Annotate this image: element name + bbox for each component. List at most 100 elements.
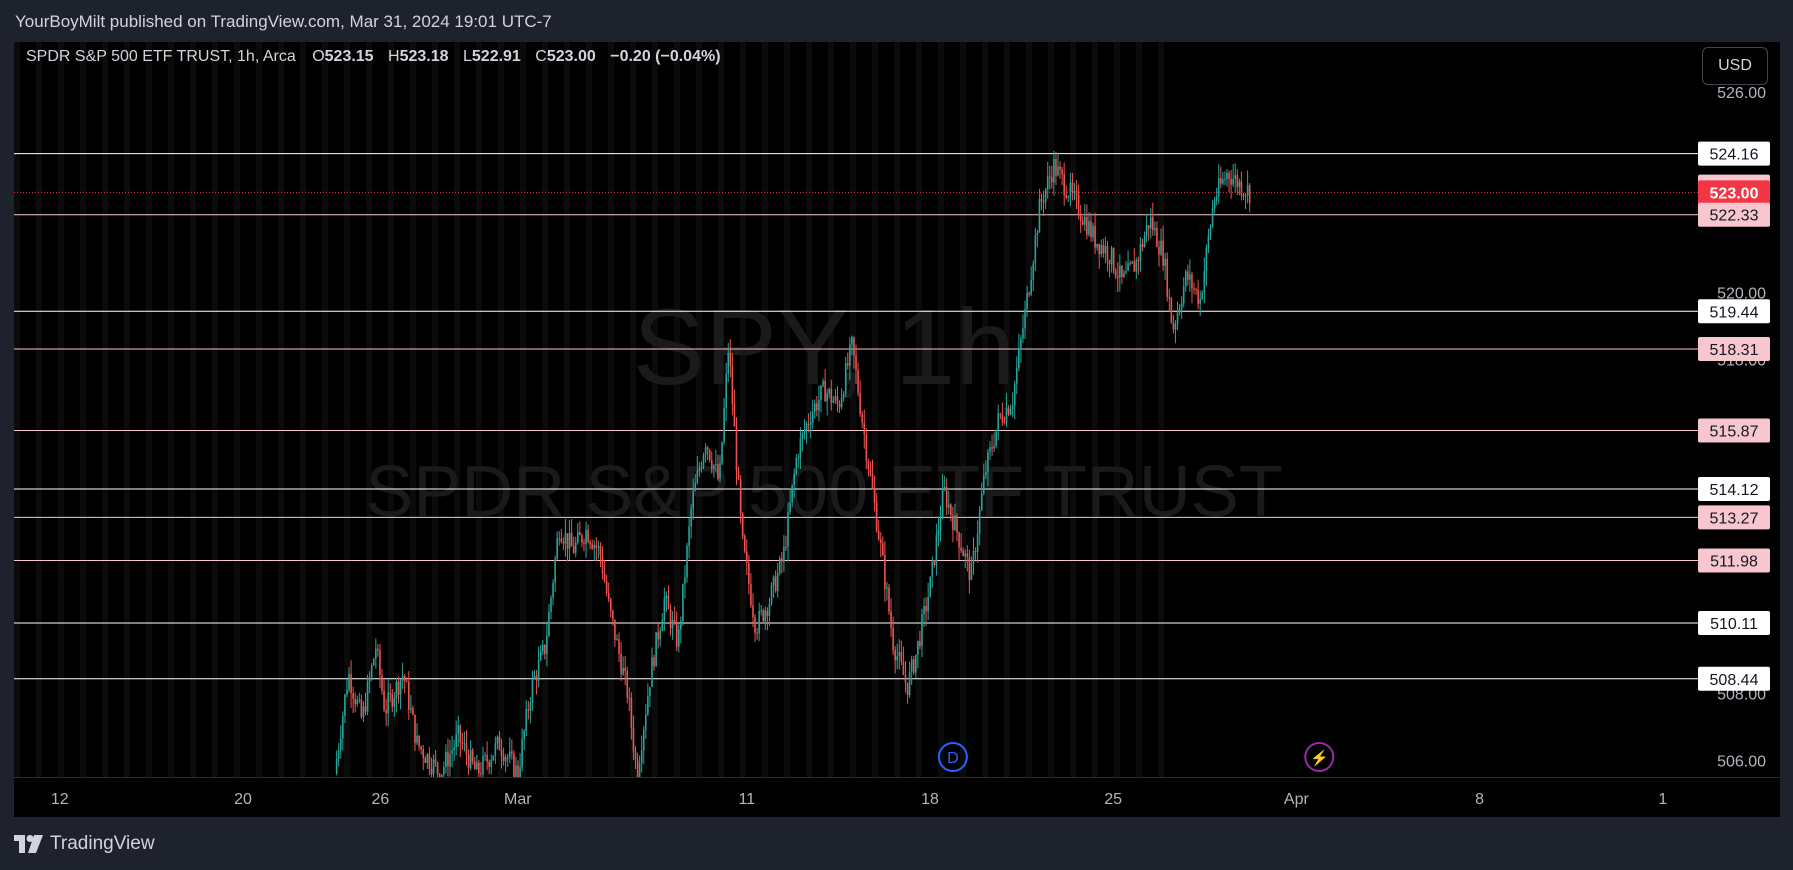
candle-body (743, 536, 746, 552)
candle-body (1055, 158, 1057, 176)
currency-button[interactable]: USD (1702, 47, 1768, 85)
candle-body (1178, 309, 1181, 313)
session-stripe (58, 42, 64, 777)
candle-body (1147, 225, 1150, 229)
candle-body (609, 599, 612, 611)
tradingview-logo[interactable]: TradingView (14, 832, 155, 856)
candle-body (401, 675, 404, 681)
candle-body (517, 765, 519, 778)
candle-body (914, 654, 917, 673)
candle-body (1020, 338, 1022, 349)
x-tick-label: 25 (1104, 791, 1122, 808)
candle-body (935, 535, 938, 566)
candle-body (346, 689, 348, 695)
price-label-box (1698, 299, 1770, 324)
candle-body (1234, 175, 1237, 179)
candle-body (919, 640, 921, 647)
candle-body (902, 661, 905, 675)
candle-body (1125, 270, 1127, 273)
candle-body (1174, 323, 1177, 330)
dividend-icon-ring (937, 742, 968, 772)
candle-body (1121, 265, 1123, 277)
chart-frame[interactable]: SPY, 1h SPDR S&P 500 ETF TRUST 526.00 520… (14, 42, 1780, 817)
legend-high: 523.18 (400, 48, 449, 65)
candle-body (447, 752, 449, 767)
candle-body (737, 470, 740, 480)
candle-body (669, 609, 672, 629)
candle-body (1207, 235, 1210, 248)
candle-body (770, 585, 773, 604)
candle-body (826, 393, 828, 402)
candle-body (1230, 178, 1232, 185)
candle-body (851, 337, 853, 345)
candle-body (383, 690, 385, 710)
dividend-icon: D (937, 742, 968, 772)
candle-body (490, 760, 493, 767)
candle-body (762, 610, 765, 622)
y-tick-label: 520.00 (1717, 286, 1766, 303)
candle-body (853, 337, 855, 356)
session-stripe (476, 42, 482, 777)
x-tick-label: 11 (738, 791, 755, 808)
candle-body (1119, 265, 1121, 278)
candle-body (1028, 293, 1030, 295)
candle-body (1238, 181, 1241, 187)
candle-body (917, 640, 919, 655)
candle-body (603, 573, 606, 582)
candle-body (467, 754, 470, 769)
session-stripe (1048, 42, 1054, 777)
candle-body (504, 757, 507, 762)
candle-body (785, 546, 787, 548)
candle-body (502, 755, 505, 762)
candle-body (828, 389, 831, 394)
candle-body (710, 460, 713, 469)
chart-canvas[interactable]: SPY, 1h SPDR S&P 500 ETF TRUST 526.00 520… (14, 42, 1780, 817)
candle-body (1061, 169, 1063, 175)
candle-body (638, 763, 641, 779)
lightning-icon: ⚡ (1304, 742, 1335, 772)
session-stripe (850, 42, 856, 777)
candle-body (459, 725, 462, 743)
candle-body (570, 532, 573, 547)
candle-body (787, 511, 789, 547)
time-axis: 12 20 26 Mar 11 18 25 Apr 8 1 (14, 777, 1780, 817)
candle-body (372, 658, 375, 666)
candle-body (595, 545, 598, 548)
candle-body (898, 652, 901, 657)
candle-body (956, 515, 958, 533)
candle-body (708, 449, 711, 461)
candle-body (879, 539, 882, 543)
price-label-text: 524.16 (1710, 147, 1759, 164)
symbol-watermark: SPY, 1h SPDR S&P 500 ETF TRUST (365, 286, 1283, 532)
candle-body (797, 458, 800, 460)
session-stripe (124, 42, 130, 777)
session-stripe (1114, 42, 1120, 777)
x-tick-label: 18 (921, 791, 939, 808)
candle-body (778, 558, 781, 573)
session-stripe (322, 42, 328, 777)
session-stripe (102, 42, 108, 777)
session-stripe (762, 42, 768, 777)
candle-body (1018, 348, 1020, 368)
candle-body (424, 758, 427, 763)
candle-body (457, 725, 460, 735)
candle-body (867, 460, 870, 470)
candle-body (601, 555, 604, 574)
candle-body (552, 583, 554, 598)
tradingview-logo-icon (14, 835, 43, 853)
candle-body (556, 538, 558, 559)
candle-body (958, 532, 960, 548)
candle-body (929, 576, 932, 598)
lightning-icon-glyph: ⚡ (1310, 749, 1329, 767)
candle-body (605, 581, 608, 593)
candle-body (337, 749, 340, 759)
candle-body (1024, 309, 1026, 329)
session-stripe (256, 42, 262, 777)
candle-body (715, 464, 717, 466)
session-stripe (740, 42, 746, 777)
candle-body (1077, 194, 1080, 216)
candle-body (1106, 246, 1109, 261)
candle-body (842, 394, 845, 398)
candle-body (677, 629, 680, 647)
candle-body (370, 665, 373, 678)
